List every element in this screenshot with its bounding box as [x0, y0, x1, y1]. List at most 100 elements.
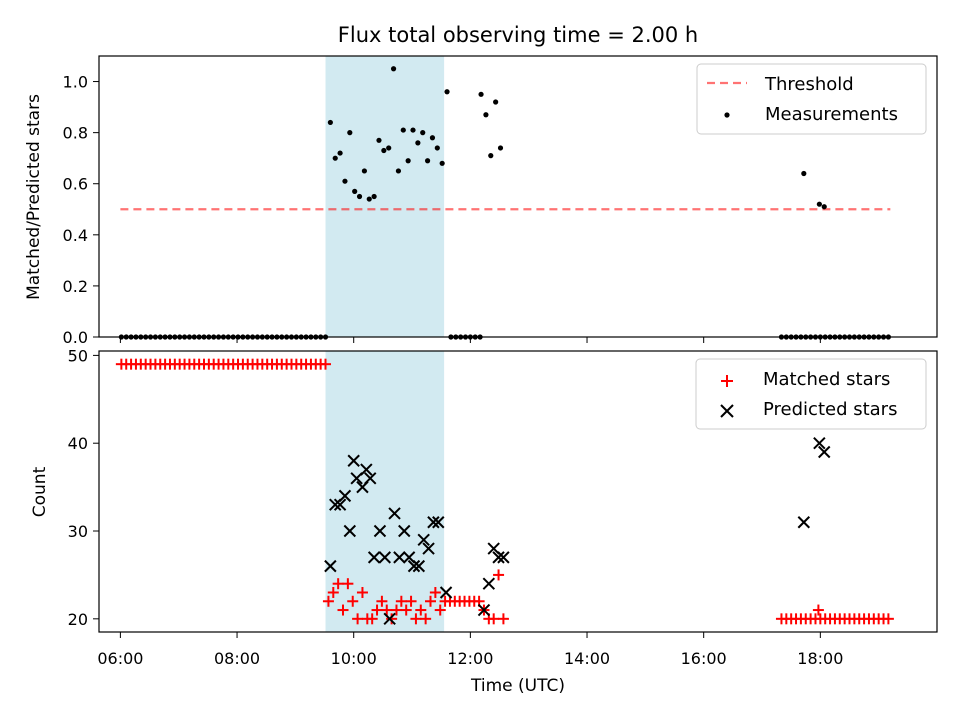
measurement-point [493, 99, 499, 105]
matched-star-marker [322, 595, 334, 607]
predicted-star-marker [422, 542, 435, 555]
predicted-star-marker [398, 524, 411, 538]
measurement-point [405, 158, 411, 164]
matched-star-marker [356, 586, 368, 598]
threshold-legend-label: Threshold [764, 74, 854, 95]
predicted-star-marker [497, 551, 510, 564]
bottom-y-tick-label: 50 [68, 346, 88, 365]
count-points-layer [115, 358, 894, 626]
measurement-point [483, 112, 489, 118]
bottom-legend-box [695, 358, 927, 430]
bottom-highlight-band [325, 351, 445, 632]
measurement-point [497, 145, 504, 151]
matched-stars-legend-marker [721, 375, 733, 387]
matched-star-marker [434, 604, 446, 616]
matched-star-marker [320, 358, 332, 370]
measurement-point [342, 178, 348, 184]
measurement-point [821, 204, 827, 210]
predicted-star-marker [432, 516, 445, 529]
matched-star-marker [332, 578, 344, 590]
matched-star-marker [488, 613, 500, 625]
top-legend-box [696, 63, 927, 135]
top-y-axis-label: Matched/Predicted stars [24, 94, 44, 300]
matched-star-marker [342, 578, 354, 590]
measurement-point [478, 91, 484, 97]
measurement-point [386, 145, 392, 151]
predicted-star-marker [818, 445, 831, 459]
matched-star-marker [497, 613, 509, 625]
bottom-axis-ticks: 20 30 40 50 06:00 08:00 10:00 12:00 14:00 16:00 18… [68, 346, 844, 668]
matched-star-marker [366, 613, 378, 625]
matched-star-marker [352, 613, 364, 625]
x-tick-label: 18:00 [797, 649, 843, 668]
top-plot-frame [98, 55, 938, 338]
predicted-star-marker [367, 551, 381, 564]
measurement-point [371, 193, 377, 200]
matched-star-marker [347, 595, 359, 607]
measurement-point [424, 158, 431, 164]
measurement-point [816, 201, 822, 207]
top-highlight-band [325, 56, 445, 337]
matched-star-marker [371, 604, 383, 616]
top-chart-title: Flux total observing time = 2.00 h [338, 23, 698, 47]
matched-star-marker [882, 613, 894, 625]
measurement-point [376, 137, 382, 143]
matched-star-marker [390, 604, 402, 616]
measurement-point [400, 127, 406, 133]
measurement-point [332, 155, 338, 161]
matched-star-marker [327, 586, 339, 598]
predicted-star-marker [383, 612, 396, 626]
measurements-legend-label: Measurements [765, 104, 898, 125]
predicted-star-marker [797, 516, 811, 529]
top-panel: Flux total observing time = 2.00 h 0.0 0.… [24, 23, 938, 347]
measurement-point [356, 193, 363, 200]
matched-star-marker [337, 604, 349, 616]
measurement-point [420, 130, 426, 136]
predicted-star-marker [487, 542, 500, 555]
matched-star-marker [812, 604, 824, 616]
predicted-star-marker [393, 551, 406, 564]
matched-star-marker [395, 595, 407, 607]
predicted-star-marker [813, 436, 826, 450]
predicted-star-marker [378, 551, 392, 564]
bottom-legend: Matched stars Predicted stars [695, 358, 927, 430]
measurement-point [366, 196, 372, 202]
bottom-y-axis-label: Count [30, 466, 50, 517]
top-y-tick-label: 0.0 [63, 328, 88, 347]
top-y-tick-label: 1.0 [63, 73, 88, 92]
x-axis-label: Time (UTC) [470, 676, 565, 696]
predicted-star-marker [338, 489, 352, 503]
matched-star-marker [425, 595, 437, 607]
predicted-star-marker [388, 507, 401, 520]
measurement-point [327, 119, 333, 126]
predicted-star-marker [333, 498, 347, 511]
matched-star-marker [405, 595, 417, 607]
matched-star-marker [410, 613, 422, 625]
measurement-point [337, 150, 343, 156]
predicted-star-marker [412, 559, 426, 573]
top-legend: Threshold Measurements [696, 63, 927, 135]
matched-star-marker [400, 604, 412, 616]
bottom-y-tick-label: 40 [68, 434, 88, 453]
measurement-point [381, 147, 387, 154]
measurements-legend-marker [724, 112, 730, 118]
top-y-tick-label: 0.4 [63, 226, 88, 245]
measurement-point [434, 145, 440, 151]
matched-star-marker [386, 613, 398, 625]
predicted-stars-legend-label: Predicted stars [763, 399, 897, 420]
measurement-point [395, 168, 402, 174]
top-y-tick-label: 0.2 [63, 277, 88, 296]
measurement-point [488, 153, 494, 159]
predicted-star-marker [343, 524, 357, 538]
matched-star-marker [381, 604, 393, 616]
predicted-star-marker [350, 472, 363, 485]
top-highlight-band-layer [325, 56, 445, 337]
predicted-star-marker [329, 498, 342, 511]
predicted-stars-legend-marker [720, 404, 734, 418]
bottom-y-tick-label: 30 [68, 522, 88, 541]
x-tick-label: 16:00 [681, 649, 727, 668]
measurement-point [429, 135, 436, 141]
predicted-star-marker [402, 551, 416, 564]
predicted-star-marker [427, 516, 440, 529]
